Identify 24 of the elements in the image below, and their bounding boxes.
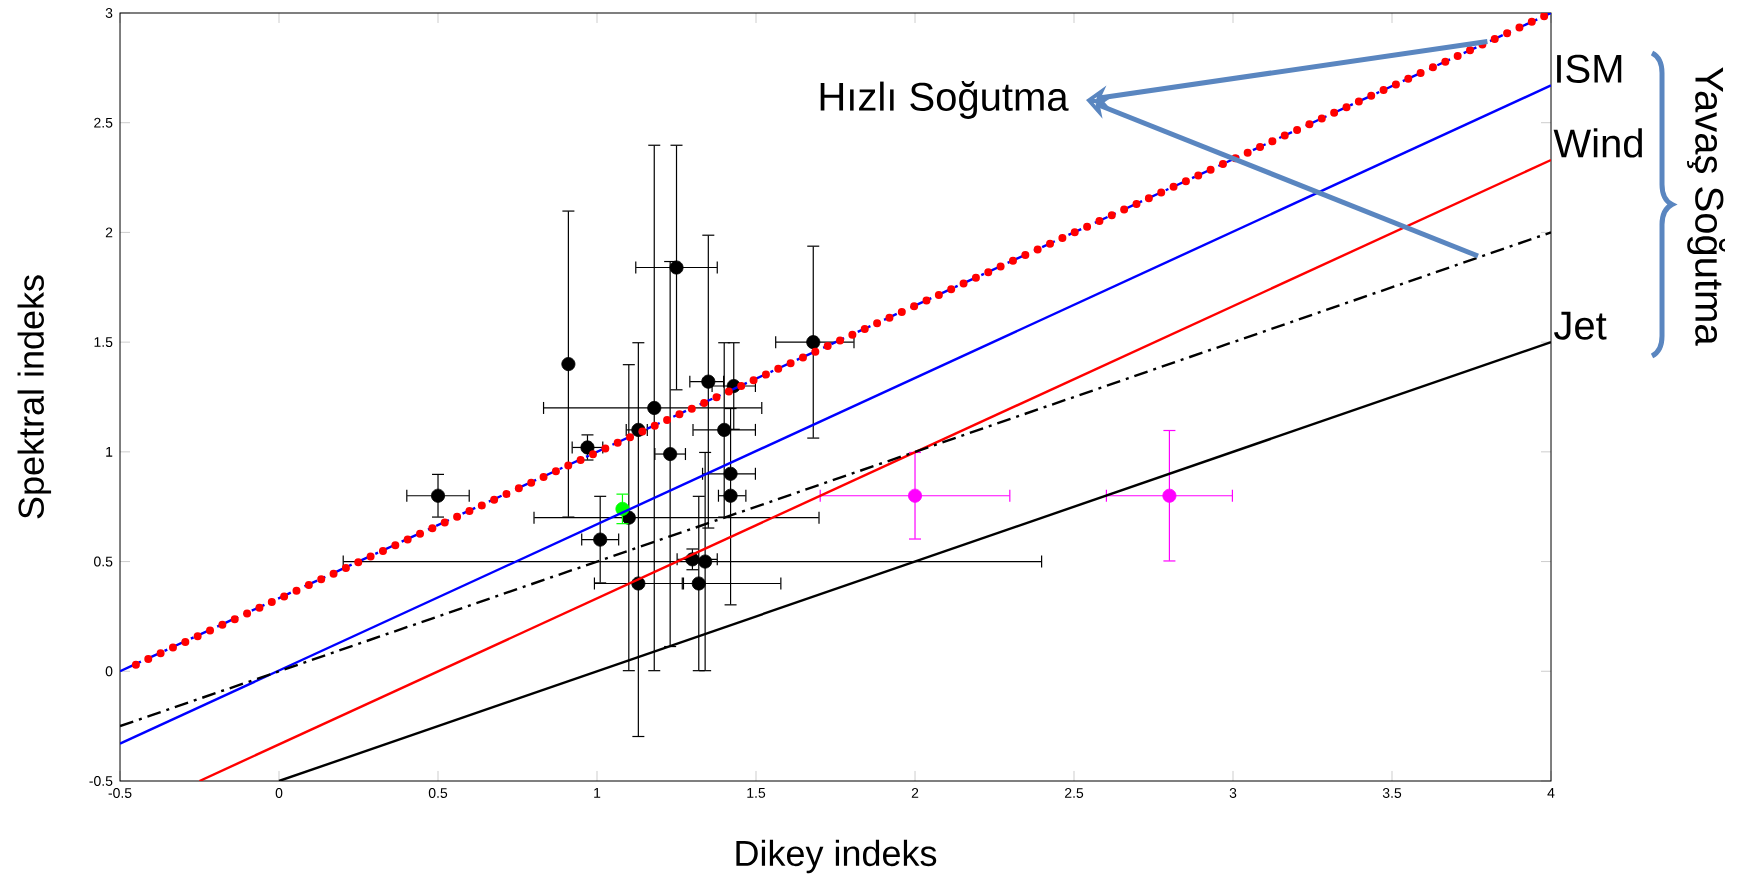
x-tick-label: 0	[275, 788, 283, 798]
y-tick-label: 1.5	[94, 337, 113, 347]
y-tick-label: -0.5	[89, 776, 113, 786]
x-tick-label: 3.5	[1382, 788, 1402, 798]
y-tick-label: 0.5	[94, 556, 113, 567]
y-tick-label: 3	[105, 8, 113, 18]
series-label: ISM	[1557, 54, 1622, 83]
y-tick-label: 0	[105, 666, 113, 677]
y-tick-label: 1	[106, 447, 113, 457]
series-label: Wind	[1553, 128, 1642, 158]
x-tick-label: 1	[594, 788, 601, 798]
y-tick-label: 2	[105, 227, 113, 238]
x-tick-label: 2.5	[1064, 788, 1084, 798]
x-tick-label: 1.5	[747, 788, 766, 798]
x-axis-title: Dikey indeks	[736, 839, 937, 874]
text: Yavaş Soğutma	[1687, 67, 1725, 346]
annotation: Hızlı Soğutma	[820, 81, 1069, 119]
y-tick-label: 2.5	[94, 117, 113, 128]
x-tick-label: 0.5	[428, 788, 448, 798]
x-tick-label: 2	[911, 788, 919, 798]
x-tick-label: 3	[1229, 788, 1237, 798]
y-axis-title: Spektral indeks	[17, 275, 52, 519]
x-tick-label: 4	[1547, 788, 1555, 798]
series-label: Jet	[1554, 311, 1607, 340]
